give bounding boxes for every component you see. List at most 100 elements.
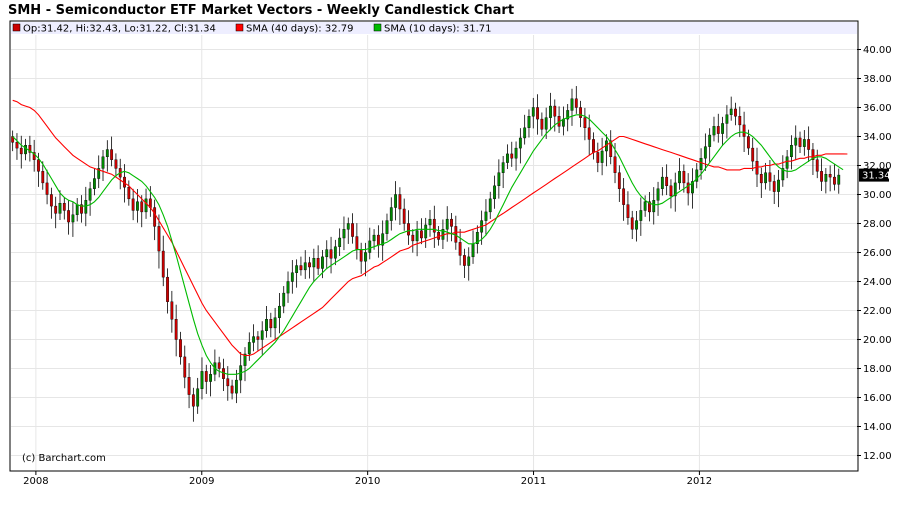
candle-body bbox=[553, 105, 557, 117]
candle-body bbox=[303, 262, 307, 271]
candle-body bbox=[785, 156, 789, 169]
candle-body bbox=[742, 124, 746, 137]
candle bbox=[811, 142, 815, 175]
candle-body bbox=[669, 185, 673, 197]
candle bbox=[635, 211, 638, 242]
candle bbox=[97, 155, 101, 189]
candle-body bbox=[506, 153, 509, 163]
candle bbox=[419, 218, 423, 245]
candle-body bbox=[71, 214, 75, 223]
candle-body bbox=[144, 198, 148, 213]
candle-body bbox=[286, 281, 290, 294]
candle-body bbox=[333, 246, 337, 259]
candle bbox=[617, 165, 621, 202]
candle bbox=[389, 197, 393, 231]
candle-body bbox=[475, 231, 479, 244]
candle-body bbox=[501, 162, 505, 173]
candle-body bbox=[407, 223, 410, 236]
candle-body bbox=[256, 336, 260, 340]
candle-body bbox=[105, 149, 109, 158]
candle-body bbox=[131, 198, 135, 211]
candle-body bbox=[19, 147, 23, 155]
candle bbox=[45, 169, 49, 205]
candle bbox=[802, 130, 806, 156]
candle bbox=[751, 137, 755, 172]
candle-body bbox=[716, 126, 720, 134]
candle-body bbox=[114, 159, 118, 169]
moving-averages bbox=[12, 99, 848, 375]
candle bbox=[295, 259, 299, 288]
candle-body bbox=[566, 110, 570, 120]
candle-body bbox=[170, 301, 174, 320]
candle bbox=[488, 191, 492, 219]
y-tick-label: 30.00 bbox=[863, 190, 892, 201]
candle-body bbox=[67, 210, 70, 223]
x-axis: 2008 2009 2010 2011 2012 bbox=[23, 471, 712, 487]
candle-body bbox=[32, 152, 36, 160]
candle-body bbox=[394, 194, 397, 208]
candle bbox=[402, 198, 406, 231]
y-tick-label: 40.00 bbox=[863, 45, 892, 56]
candle bbox=[691, 168, 694, 209]
candle bbox=[174, 304, 178, 357]
candle-body bbox=[798, 137, 802, 147]
candle-body bbox=[514, 147, 518, 159]
candle-body bbox=[518, 137, 522, 149]
candle bbox=[424, 217, 428, 248]
candle bbox=[790, 135, 793, 170]
candle-body bbox=[617, 172, 621, 189]
candle-body bbox=[768, 172, 772, 182]
y-axis: 12.00 14.00 16.00 18.00 20.00 22.00 24.00 26.00… bbox=[857, 45, 892, 462]
candle bbox=[815, 149, 819, 179]
candle-body bbox=[592, 139, 595, 153]
candle bbox=[28, 135, 32, 162]
candle-body bbox=[673, 182, 677, 197]
candle bbox=[622, 178, 626, 221]
candle-body bbox=[260, 330, 264, 340]
candle bbox=[820, 158, 823, 191]
candle-body bbox=[140, 201, 144, 213]
candle bbox=[428, 210, 432, 237]
candle-body bbox=[282, 292, 286, 307]
candle bbox=[510, 141, 514, 167]
sma40-legend-swatch bbox=[235, 23, 244, 32]
candle-body bbox=[153, 207, 157, 227]
candle bbox=[506, 144, 509, 169]
candle-body bbox=[626, 204, 630, 218]
candle bbox=[493, 175, 496, 209]
candle-body bbox=[751, 147, 755, 162]
candle-body bbox=[613, 156, 617, 173]
candle-body bbox=[488, 198, 492, 213]
candle bbox=[497, 159, 501, 199]
candle-body bbox=[549, 105, 552, 118]
candle bbox=[794, 125, 798, 161]
candle-body bbox=[37, 159, 40, 172]
candle-body bbox=[570, 98, 574, 111]
candle bbox=[114, 153, 118, 178]
candle bbox=[432, 205, 436, 248]
candle-body bbox=[574, 98, 578, 108]
candle bbox=[660, 167, 664, 196]
candle bbox=[179, 331, 182, 365]
candle bbox=[527, 109, 531, 138]
candle-body bbox=[471, 243, 475, 258]
candle bbox=[639, 197, 643, 236]
candle bbox=[712, 116, 716, 142]
candle bbox=[368, 227, 372, 260]
candle-body bbox=[648, 201, 651, 213]
candle-body bbox=[58, 202, 62, 214]
candle bbox=[716, 113, 720, 143]
candle bbox=[166, 268, 169, 314]
candle bbox=[764, 162, 768, 190]
candle bbox=[260, 321, 264, 355]
candle-body bbox=[247, 342, 251, 355]
candle-body bbox=[342, 229, 346, 239]
candle bbox=[407, 210, 410, 245]
candle-body bbox=[325, 249, 329, 258]
candle-body bbox=[682, 171, 686, 184]
candle bbox=[669, 179, 673, 209]
candle-body bbox=[161, 250, 165, 278]
candle bbox=[252, 324, 256, 352]
sma10-line bbox=[12, 114, 844, 375]
y-tick-label: 20.00 bbox=[863, 335, 892, 346]
